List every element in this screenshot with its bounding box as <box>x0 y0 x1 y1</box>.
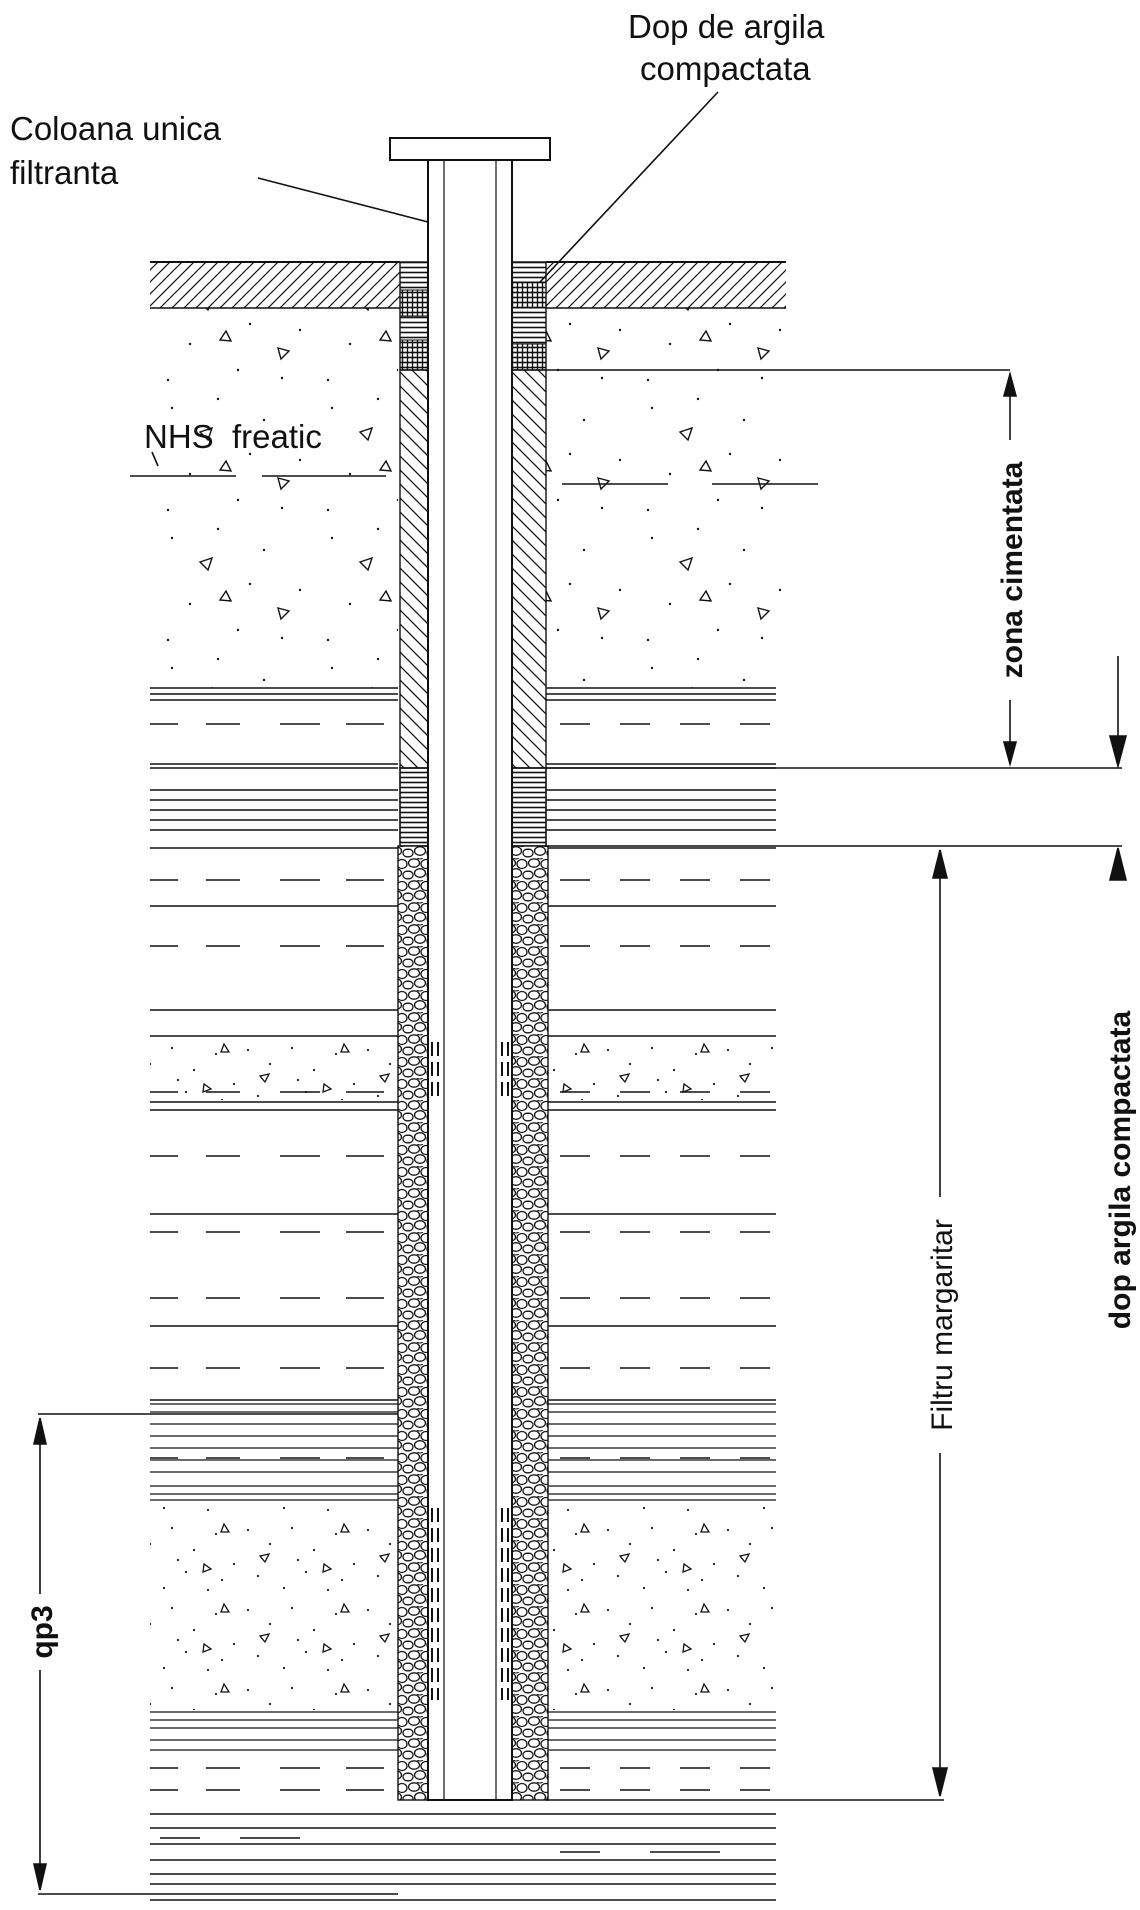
gravel-filter-right <box>511 845 549 1801</box>
topsoil-right <box>546 262 786 308</box>
gravel-filter-left <box>397 845 429 1801</box>
top-plug-label-line1: Dop de argila <box>628 8 825 45</box>
sand-layer-lower-left <box>150 1502 398 1710</box>
cemented-zone-label: zona cimentata <box>996 461 1029 678</box>
cemented-zone-left <box>399 369 429 769</box>
sand-lens-middle-left <box>150 1040 398 1100</box>
soil-strata <box>150 687 776 1901</box>
sand-layer-upper-left <box>150 308 398 688</box>
cemented-zone-right <box>511 369 547 769</box>
casing-label-line1: Coloana unica <box>10 110 222 147</box>
casing-label-line2: filtranta <box>10 154 119 191</box>
water-table-line <box>130 451 818 485</box>
water-table-label: NHS freatic <box>144 418 322 455</box>
sand-layer-upper-right <box>546 308 782 688</box>
aquifer-label: qp3 <box>26 1605 59 1658</box>
casing-cap <box>389 137 551 161</box>
compacted-clay-plug-right <box>511 767 547 847</box>
gravel-filter-label: Filtru margaritar <box>926 1219 959 1431</box>
sand-layer-lower-right <box>546 1502 776 1710</box>
casing-pipe <box>427 159 513 1801</box>
topsoil-left <box>150 262 400 308</box>
compacted-clay-plug-left <box>399 767 429 847</box>
screen-slots <box>431 1042 509 1700</box>
sand-lens-middle-right <box>546 1040 776 1100</box>
top-plug-label-line2: compactata <box>640 50 811 87</box>
clay-plug-label: dop argila compactata <box>1104 1010 1137 1329</box>
